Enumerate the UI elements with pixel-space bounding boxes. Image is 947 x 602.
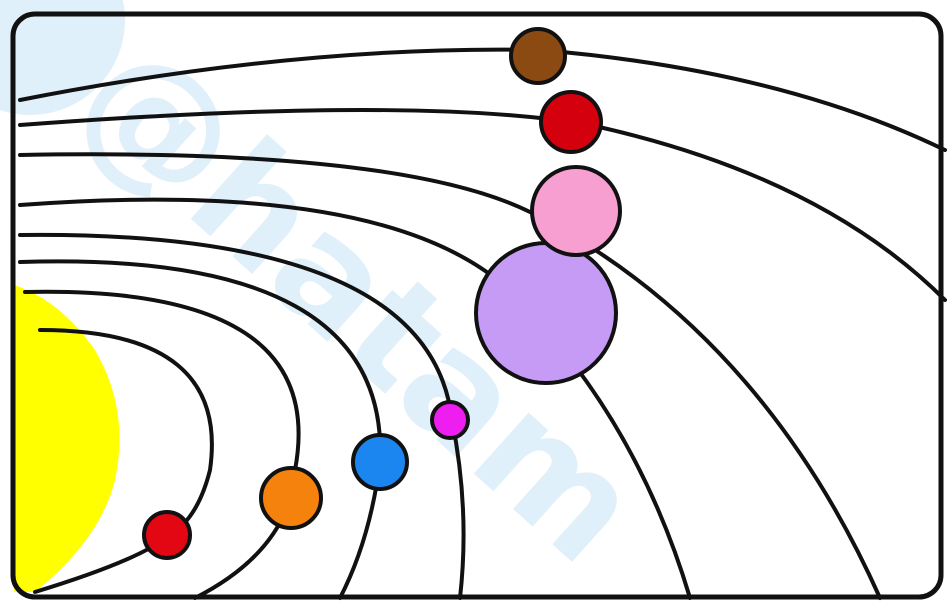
sun — [14, 285, 120, 592]
earth-planet — [351, 433, 409, 491]
orbit-earth — [18, 259, 383, 600]
planets — [142, 27, 622, 560]
uranus-planet — [539, 90, 603, 154]
orbit-venus-outer — [23, 289, 301, 472]
jupiter-planet — [474, 241, 618, 385]
saturn-planet — [530, 165, 622, 257]
neptune-planet — [509, 27, 567, 85]
venus-planet — [259, 466, 323, 530]
mars-planet — [430, 400, 470, 440]
orbit-mercury-outer — [38, 328, 214, 537]
frame — [10, 11, 944, 600]
mercury-planet — [142, 510, 192, 560]
orbit-mars — [18, 232, 466, 600]
